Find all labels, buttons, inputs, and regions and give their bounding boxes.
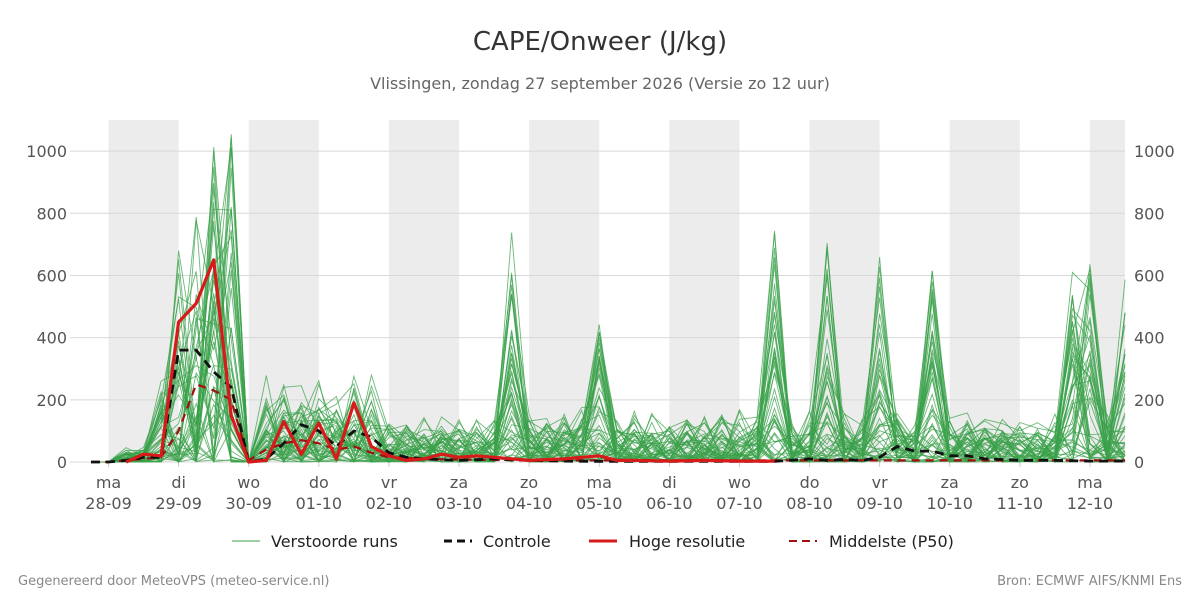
legend-item-controle: Controle <box>444 532 551 551</box>
legend-label-middelste: Middelste (P50) <box>829 532 954 551</box>
x-tick-date-1: 29-09 <box>155 494 202 513</box>
y-tick-label-right-400: 400 <box>1134 329 1165 348</box>
x-tick-date-14: 12-10 <box>1067 494 1114 513</box>
ensemble-member-49 <box>91 216 1126 464</box>
footer-credit: Gegenereerd door MeteoVPS (meteo-service… <box>18 574 329 589</box>
legend-item-hoge-resolutie: Hoge resolutie <box>589 532 745 551</box>
x-tick-date-4: 02-10 <box>366 494 413 513</box>
legend-item-middelste: Middelste (P50) <box>789 532 954 551</box>
night-band-4 <box>669 120 740 462</box>
y-tick-label-right-200: 200 <box>1134 391 1165 410</box>
x-tick-date-0: 28-09 <box>85 494 132 513</box>
x-tick-date-9: 07-10 <box>716 494 763 513</box>
x-tick-date-13: 11-10 <box>997 494 1044 513</box>
x-axis: ma 28-09 di 29-09 wo 30-09 do 01-10 vr 02-10 za 03-… <box>85 462 1113 513</box>
series-line-hoge-resolutie <box>125 258 775 464</box>
x-tick-day-12: za <box>941 473 959 492</box>
ensemble-member-41 <box>91 284 1126 463</box>
legend-label-verstoorde-runs: Verstoorde runs <box>271 532 398 551</box>
y-tick-label-left-1000: 1000 <box>26 142 67 161</box>
x-tick-day-8: di <box>662 473 677 492</box>
night-bands <box>108 120 1125 462</box>
x-tick-day-9: wo <box>728 473 751 492</box>
y-tick-label-right-600: 600 <box>1134 266 1165 285</box>
x-tick-day-3: do <box>309 473 329 492</box>
x-tick-date-11: 09-10 <box>856 494 903 513</box>
y-tick-label-left-200: 200 <box>36 391 67 410</box>
footer-source: Bron: ECMWF AIFS/KNMI Ens <box>997 574 1182 589</box>
legend-label-controle: Controle <box>483 532 551 551</box>
x-tick-date-7: 05-10 <box>576 494 623 513</box>
x-tick-date-10: 08-10 <box>786 494 833 513</box>
ensemble-member-36 <box>91 324 1126 464</box>
x-tick-day-4: vr <box>381 473 397 492</box>
y-axis-left: 0 200 400 600 800 1000 <box>26 142 67 472</box>
x-tick-day-5: za <box>450 473 468 492</box>
y-tick-label-right-0: 0 <box>1134 453 1144 472</box>
x-tick-date-3: 01-10 <box>296 494 343 513</box>
y-tick-label-left-800: 800 <box>36 204 67 223</box>
x-tick-date-2: 30-09 <box>225 494 272 513</box>
legend-item-verstoorde-runs: Verstoorde runs <box>232 532 398 551</box>
x-tick-day-11: vr <box>872 473 888 492</box>
chart-subtitle: Vlissingen, zondag 27 september 2026 (Ve… <box>370 74 830 93</box>
x-tick-day-0: ma <box>96 473 121 492</box>
y-tick-label-right-1000: 1000 <box>1134 142 1175 161</box>
x-tick-date-6: 04-10 <box>506 494 553 513</box>
x-tick-day-7: ma <box>587 473 612 492</box>
y-axis-right: 0 200 400 600 800 1000 <box>1134 142 1175 472</box>
x-tick-date-8: 06-10 <box>646 494 693 513</box>
x-tick-day-2: wo <box>237 473 260 492</box>
y-tick-label-left-0: 0 <box>57 453 67 472</box>
legend-label-hoge-resolutie: Hoge resolutie <box>629 532 745 551</box>
night-band-2 <box>388 120 460 462</box>
y-tick-label-left-600: 600 <box>36 266 67 285</box>
x-tick-day-6: zo <box>520 473 538 492</box>
main-series <box>91 258 1125 464</box>
chart-title: CAPE/Onweer (J/kg) <box>473 27 727 57</box>
x-tick-day-1: di <box>171 473 186 492</box>
x-tick-day-14: ma <box>1077 473 1102 492</box>
x-tick-day-13: zo <box>1011 473 1029 492</box>
y-tick-label-left-400: 400 <box>36 329 67 348</box>
ensemble-member-40 <box>91 271 1126 463</box>
x-tick-date-5: 03-10 <box>436 494 483 513</box>
ensemble-member-39 <box>91 221 1126 463</box>
y-tick-label-right-800: 800 <box>1134 204 1165 223</box>
x-tick-date-12: 10-10 <box>926 494 973 513</box>
legend: Verstoorde runs Controle Hoge resolutie … <box>232 532 954 551</box>
night-band-6 <box>949 120 1020 462</box>
x-tick-day-10: do <box>800 473 820 492</box>
